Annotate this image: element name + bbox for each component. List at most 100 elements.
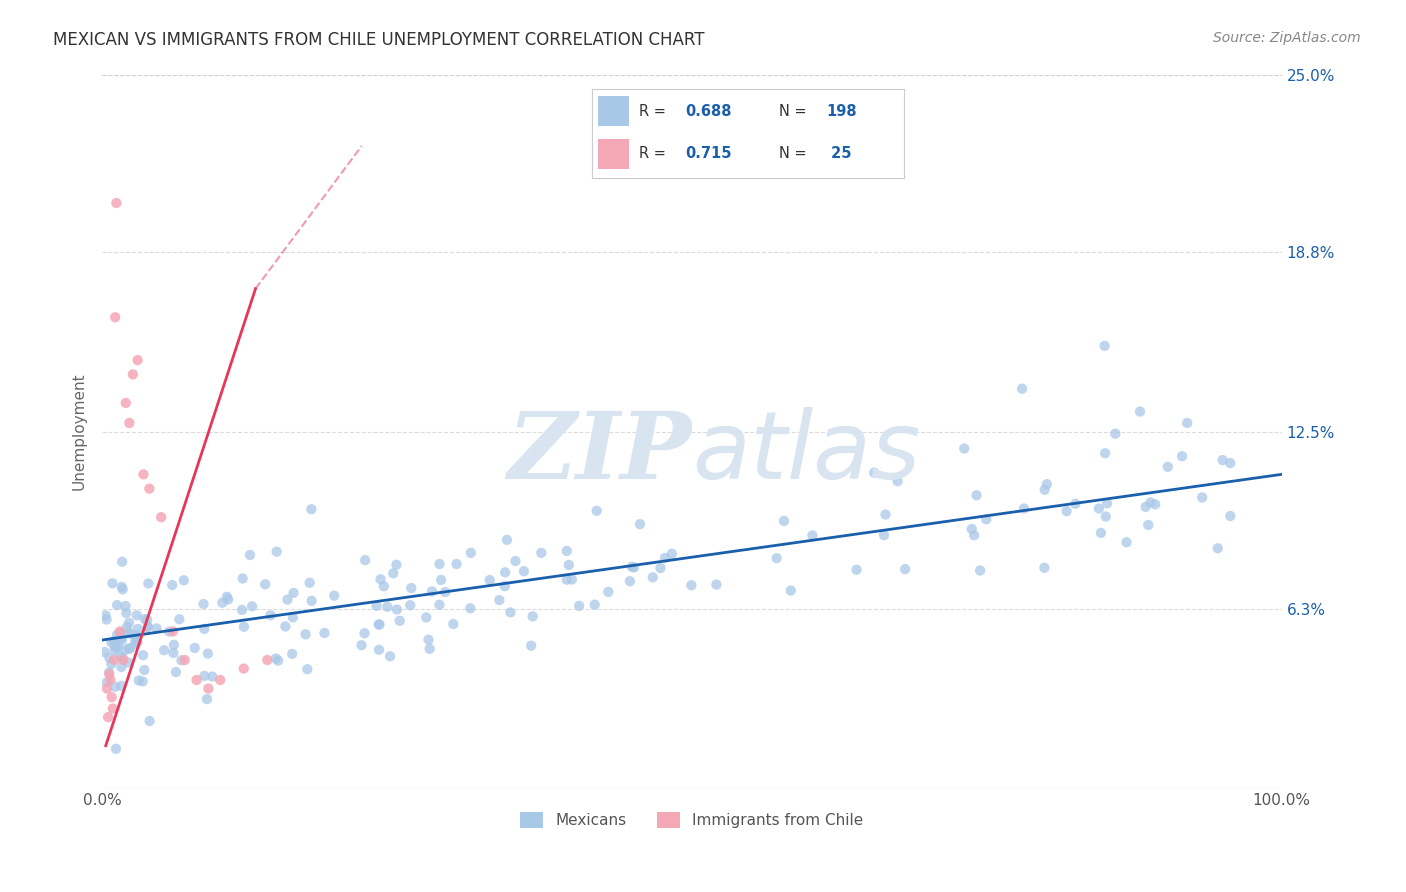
Point: [969, 564, 991, 578]
Point: [966, 488, 988, 502]
Point: [1033, 561, 1056, 575]
Point: [170, 653, 193, 667]
Point: [953, 442, 976, 456]
Point: [568, 599, 591, 613]
Point: [105, 741, 128, 756]
Point: [111, 631, 134, 645]
Point: [108, 625, 131, 640]
Point: [299, 502, 322, 516]
Point: [353, 626, 375, 640]
Point: [401, 581, 423, 595]
Point: [127, 353, 149, 368]
Point: [1144, 497, 1167, 511]
Text: MEXICAN VS IMMIGRANTS FROM CHILE UNEMPLOYMENT CORRELATION CHART: MEXICAN VS IMMIGRANTS FROM CHILE UNEMPLO…: [53, 31, 704, 49]
Point: [103, 643, 125, 657]
Point: [209, 673, 232, 687]
Point: [434, 585, 457, 599]
Point: [598, 585, 620, 599]
Point: [96, 613, 118, 627]
Point: [134, 612, 156, 626]
Point: [197, 681, 219, 696]
Point: [460, 546, 482, 560]
Point: [105, 196, 128, 211]
Point: [117, 656, 139, 670]
Point: [963, 528, 986, 542]
Point: [232, 662, 254, 676]
Point: [623, 560, 645, 574]
Point: [127, 635, 149, 649]
Point: [98, 665, 121, 680]
Point: [107, 640, 129, 654]
Point: [101, 576, 124, 591]
Point: [114, 396, 136, 410]
Text: atlas: atlas: [692, 408, 920, 499]
Point: [505, 554, 527, 568]
Point: [105, 628, 128, 642]
Point: [1157, 459, 1180, 474]
Point: [104, 638, 127, 652]
Point: [446, 557, 468, 571]
Point: [373, 579, 395, 593]
Point: [276, 592, 298, 607]
Point: [1219, 508, 1241, 523]
Point: [370, 572, 392, 586]
Point: [125, 628, 148, 642]
Point: [555, 573, 578, 587]
Text: Source: ZipAtlas.com: Source: ZipAtlas.com: [1213, 31, 1361, 45]
Point: [499, 606, 522, 620]
Point: [368, 642, 391, 657]
Point: [620, 559, 643, 574]
Point: [193, 597, 215, 611]
Point: [415, 610, 437, 624]
Point: [377, 599, 399, 614]
Point: [1094, 339, 1116, 353]
Point: [583, 598, 606, 612]
Point: [105, 598, 128, 612]
Point: [488, 593, 510, 607]
Point: [385, 558, 408, 572]
Point: [650, 561, 672, 575]
Point: [94, 608, 117, 623]
Point: [513, 564, 536, 578]
Point: [1011, 382, 1033, 396]
Point: [100, 635, 122, 649]
Point: [136, 613, 159, 627]
Point: [894, 562, 917, 576]
Point: [96, 675, 118, 690]
Point: [388, 614, 411, 628]
Point: [165, 665, 187, 679]
Point: [366, 599, 388, 613]
Point: [681, 578, 703, 592]
Point: [160, 578, 183, 592]
Point: [115, 606, 138, 620]
Point: [138, 714, 160, 728]
Point: [110, 660, 132, 674]
Point: [494, 566, 516, 580]
Point: [103, 634, 125, 648]
Point: [254, 577, 277, 591]
Point: [1191, 491, 1213, 505]
Point: [1115, 535, 1137, 549]
Point: [382, 566, 405, 581]
Point: [104, 640, 127, 655]
Point: [1056, 504, 1078, 518]
Point: [193, 669, 215, 683]
Point: [350, 638, 373, 652]
Point: [114, 599, 136, 613]
Point: [441, 617, 464, 632]
Point: [1137, 518, 1160, 533]
Point: [274, 619, 297, 633]
Point: [494, 579, 516, 593]
Point: [368, 617, 391, 632]
Point: [117, 625, 139, 640]
Point: [93, 645, 115, 659]
Point: [108, 624, 131, 639]
Point: [418, 632, 440, 647]
Point: [281, 647, 304, 661]
Point: [1135, 500, 1157, 514]
Point: [266, 544, 288, 558]
Point: [1104, 426, 1126, 441]
Point: [1175, 416, 1198, 430]
Point: [641, 570, 664, 584]
Point: [96, 681, 118, 696]
